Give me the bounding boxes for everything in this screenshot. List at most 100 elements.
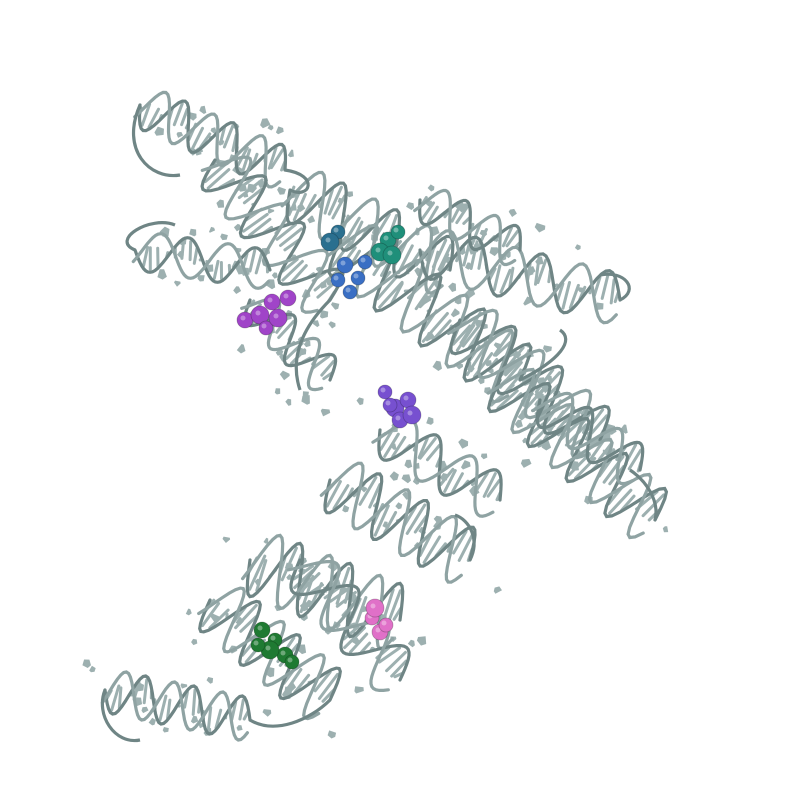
backbone-strand [242,298,338,382]
base-rung [589,440,604,460]
nucleotide-ring [218,138,225,145]
ligand-atom [365,598,385,618]
base-rung [486,479,501,498]
base-rung [190,126,204,151]
ligand-atom [330,272,346,288]
nucleotide-ring [82,659,91,668]
nucleotide-ring [260,118,271,129]
loop-strand [249,698,332,728]
nucleotide-ring [162,727,169,733]
nucleotide-ring [534,390,544,401]
loop-strand [519,328,568,382]
ligand-atom [382,397,398,413]
nucleotide-ring [485,360,492,367]
nucleotide-ring [325,279,332,286]
backbone-strand [137,99,288,176]
base-rung [142,678,149,705]
base-rung [281,259,304,282]
nucleotide-ring [570,461,579,471]
base-rung [508,266,515,288]
base-rung [212,259,220,280]
base-rung [325,480,342,508]
base-rung [299,572,321,594]
nucleotide-ring [209,226,216,233]
nucleotide-ring [514,419,523,429]
base-rung [414,277,439,311]
backbone-strand [486,378,669,522]
base-rung [492,329,514,357]
base-rung [191,688,197,716]
base-rung [387,589,402,624]
base-rung [222,124,235,149]
base-rung [281,257,299,273]
ligand-atom-highlight [381,620,387,626]
ligand-atom [284,654,300,670]
base-rung [172,102,184,127]
backbone-strand [200,158,345,302]
nucleotide-ring [328,321,336,329]
nucleotide-ring [351,636,360,645]
nucleotide-ring [508,208,517,217]
ligand-atom-highlight [375,627,381,633]
base-rung [293,673,311,694]
backbone-strand [535,398,645,472]
base-rung [405,503,427,535]
base-rung [568,283,580,310]
base-rung [383,432,400,458]
backbone-strand [131,232,270,290]
nucleotide-ring [291,204,297,211]
ligand-atom-highlight [325,237,331,243]
nucleotide-ring [534,222,546,233]
nucleotide-ring [190,715,199,724]
base-rung [183,690,189,709]
ligand-atom-highlight [240,315,246,321]
backbone-strand [486,367,653,540]
base-rung [422,535,442,564]
base-rung [627,448,643,471]
backbone-strand [531,391,635,486]
ligand-atom-highlight [340,260,346,266]
backbone-strand [286,560,391,692]
base-rung [488,267,497,281]
ligand-atom-highlight [393,227,399,233]
base-rung [242,212,269,233]
base-rung [368,483,382,509]
base-rung [608,488,633,515]
base-rung [342,216,361,246]
base-rung [553,410,565,424]
base-rung [330,241,352,269]
backbone-strand [377,428,503,502]
nucleotide-ring [327,730,337,739]
nucleotide-ring [284,562,294,571]
nucleotide-ring [185,608,192,616]
base-rung [275,223,297,241]
nucleotide-ring [520,458,532,468]
base-rung [166,698,172,720]
base-rung [201,602,221,628]
base-rung [385,650,407,673]
backbone-layer [100,90,669,743]
base-rung [383,511,398,535]
nucleotide-ring [297,204,306,213]
ligand-atom-highlight [407,410,413,416]
ligand-atom-highlight [257,625,263,631]
nucleotide-ring [424,332,436,342]
nucleotide-ring [461,460,471,470]
base-rung [188,240,193,262]
ligand-atom [342,284,358,300]
nucleotide-ring [267,208,275,214]
ligand-atom-highlight [385,400,391,406]
loop-strand [629,468,658,521]
base-rung [140,102,152,127]
nucleotide-ring [199,105,207,114]
nucleotide-ring [342,504,350,513]
base-rung [320,359,336,377]
base-rung [327,185,343,216]
base-rung [430,250,440,278]
nucleotide-ring [547,375,553,382]
nucleotide-ring [274,388,281,395]
base-rung [214,708,223,730]
ligand-atom-highlight [273,313,279,319]
nucleotide-ring [271,272,278,279]
